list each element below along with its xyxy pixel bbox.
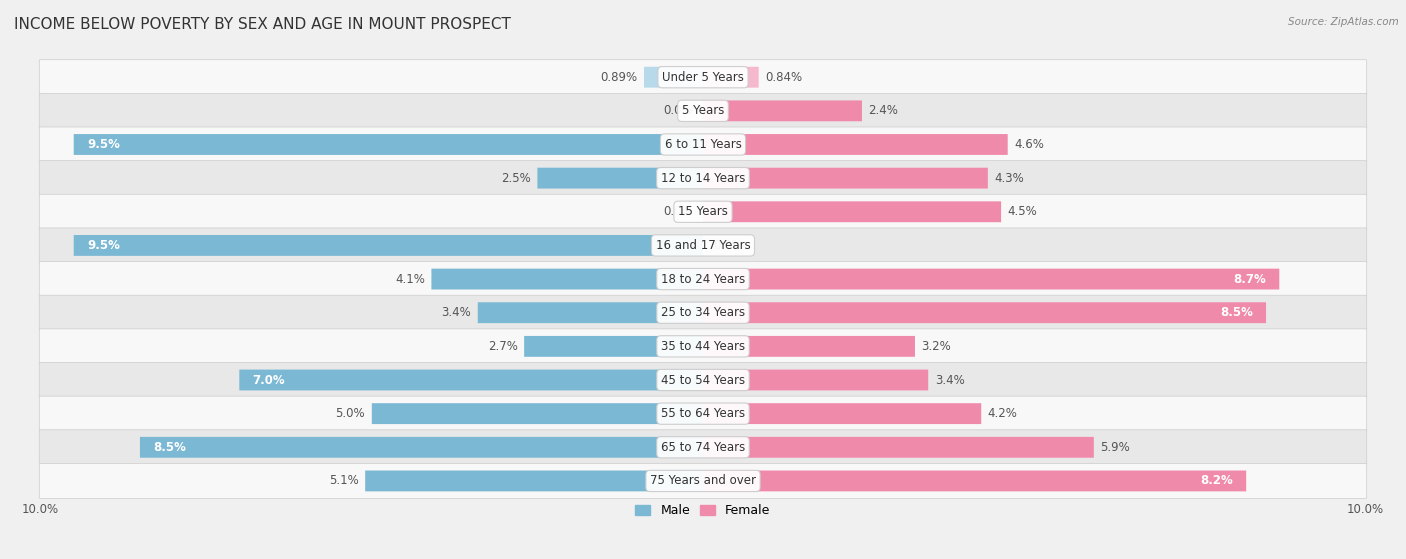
FancyBboxPatch shape: [39, 195, 1367, 229]
FancyBboxPatch shape: [73, 134, 703, 155]
FancyBboxPatch shape: [39, 160, 1367, 196]
Text: 5.0%: 5.0%: [336, 407, 366, 420]
Legend: Male, Female: Male, Female: [630, 499, 776, 522]
FancyBboxPatch shape: [39, 262, 1367, 297]
Text: 4.6%: 4.6%: [1014, 138, 1045, 151]
FancyBboxPatch shape: [703, 269, 1279, 290]
FancyBboxPatch shape: [366, 471, 703, 491]
FancyBboxPatch shape: [703, 302, 1265, 323]
FancyBboxPatch shape: [39, 463, 1367, 499]
FancyBboxPatch shape: [371, 403, 703, 424]
Text: 18 to 24 Years: 18 to 24 Years: [661, 273, 745, 286]
Text: 2.5%: 2.5%: [501, 172, 531, 184]
FancyBboxPatch shape: [39, 93, 1367, 129]
Text: 0.89%: 0.89%: [600, 70, 637, 84]
Text: 8.5%: 8.5%: [1220, 306, 1253, 319]
Text: 3.4%: 3.4%: [935, 373, 965, 386]
Text: 25 to 34 Years: 25 to 34 Years: [661, 306, 745, 319]
FancyBboxPatch shape: [39, 362, 1367, 397]
FancyBboxPatch shape: [703, 403, 981, 424]
Text: INCOME BELOW POVERTY BY SEX AND AGE IN MOUNT PROSPECT: INCOME BELOW POVERTY BY SEX AND AGE IN M…: [14, 17, 510, 32]
FancyBboxPatch shape: [703, 437, 1094, 458]
FancyBboxPatch shape: [703, 369, 928, 390]
Text: 35 to 44 Years: 35 to 44 Years: [661, 340, 745, 353]
Text: 2.4%: 2.4%: [869, 105, 898, 117]
Text: 0.84%: 0.84%: [765, 70, 803, 84]
Text: 45 to 54 Years: 45 to 54 Years: [661, 373, 745, 386]
FancyBboxPatch shape: [703, 336, 915, 357]
Text: 75 Years and over: 75 Years and over: [650, 475, 756, 487]
Text: 4.2%: 4.2%: [988, 407, 1018, 420]
FancyBboxPatch shape: [141, 437, 703, 458]
FancyBboxPatch shape: [703, 101, 862, 121]
Text: Source: ZipAtlas.com: Source: ZipAtlas.com: [1288, 17, 1399, 27]
Text: 65 to 74 Years: 65 to 74 Years: [661, 441, 745, 454]
Text: 55 to 64 Years: 55 to 64 Years: [661, 407, 745, 420]
Text: 9.5%: 9.5%: [87, 138, 120, 151]
Text: 3.2%: 3.2%: [921, 340, 952, 353]
FancyBboxPatch shape: [39, 396, 1367, 431]
FancyBboxPatch shape: [703, 67, 759, 88]
Text: 5 Years: 5 Years: [682, 105, 724, 117]
FancyBboxPatch shape: [39, 329, 1367, 364]
Text: 9.5%: 9.5%: [87, 239, 120, 252]
FancyBboxPatch shape: [39, 127, 1367, 162]
FancyBboxPatch shape: [73, 235, 703, 256]
Text: 5.9%: 5.9%: [1101, 441, 1130, 454]
Text: Under 5 Years: Under 5 Years: [662, 70, 744, 84]
Text: 8.7%: 8.7%: [1233, 273, 1265, 286]
Text: 4.3%: 4.3%: [994, 172, 1024, 184]
Text: 0.0%: 0.0%: [713, 239, 742, 252]
FancyBboxPatch shape: [432, 269, 703, 290]
FancyBboxPatch shape: [39, 60, 1367, 94]
Text: 8.5%: 8.5%: [153, 441, 186, 454]
Text: 4.1%: 4.1%: [395, 273, 425, 286]
FancyBboxPatch shape: [478, 302, 703, 323]
FancyBboxPatch shape: [39, 430, 1367, 465]
FancyBboxPatch shape: [239, 369, 703, 390]
Text: 15 Years: 15 Years: [678, 205, 728, 218]
FancyBboxPatch shape: [39, 295, 1367, 330]
FancyBboxPatch shape: [703, 134, 1008, 155]
Text: 8.2%: 8.2%: [1201, 475, 1233, 487]
FancyBboxPatch shape: [537, 168, 703, 188]
Text: 3.4%: 3.4%: [441, 306, 471, 319]
FancyBboxPatch shape: [703, 201, 1001, 222]
FancyBboxPatch shape: [703, 168, 988, 188]
Text: 6 to 11 Years: 6 to 11 Years: [665, 138, 741, 151]
FancyBboxPatch shape: [524, 336, 703, 357]
Text: 4.5%: 4.5%: [1008, 205, 1038, 218]
Text: 2.7%: 2.7%: [488, 340, 517, 353]
FancyBboxPatch shape: [703, 471, 1246, 491]
Text: 12 to 14 Years: 12 to 14 Years: [661, 172, 745, 184]
FancyBboxPatch shape: [644, 67, 703, 88]
Text: 0.0%: 0.0%: [664, 105, 693, 117]
Text: 7.0%: 7.0%: [253, 373, 285, 386]
Text: 0.0%: 0.0%: [664, 205, 693, 218]
Text: 5.1%: 5.1%: [329, 475, 359, 487]
FancyBboxPatch shape: [39, 228, 1367, 263]
Text: 16 and 17 Years: 16 and 17 Years: [655, 239, 751, 252]
